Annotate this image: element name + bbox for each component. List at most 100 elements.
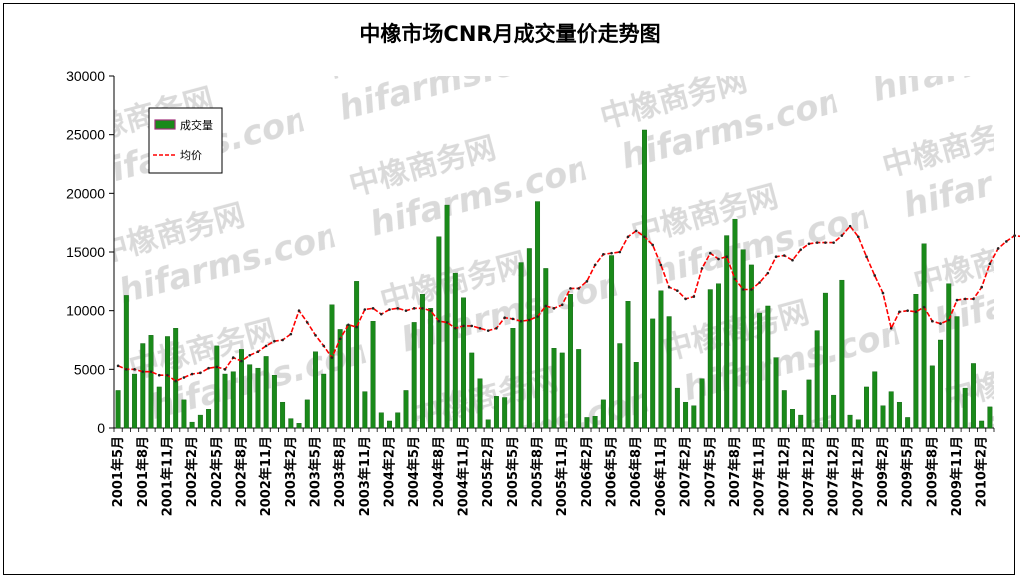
price-point [231,356,235,359]
price-point [758,281,761,284]
bar [888,391,894,429]
x-tick-label: 2007年2月 [678,436,694,507]
y-tick-label: 30000 [66,68,105,84]
price-point [684,297,687,301]
bar [839,279,845,429]
x-tick-label: 2006年8月 [628,436,644,507]
x-tick-label: 2001年8月 [135,436,151,507]
price-point [182,376,186,379]
price-point [593,263,597,267]
bar [921,243,927,429]
bar [403,390,409,429]
x-tick-label: 2005年5月 [505,436,521,507]
price-point [840,234,844,237]
price-point [815,241,819,244]
price-point [157,373,161,377]
bar [206,409,212,429]
price-point [166,373,169,377]
bar [271,375,277,429]
bar [633,362,639,429]
x-tick-label: 2004年8月 [431,436,447,507]
x-tick-label: 2002年8月 [233,436,249,507]
bar [173,328,179,429]
x-tick-label: 2001年11月 [159,436,175,516]
bar [699,378,705,429]
x-tick-label: 2007年12月 [850,436,866,516]
price-point [741,288,745,291]
bar [724,235,730,429]
price-point [733,277,737,281]
price-point [676,289,679,293]
x-tick-label: 2010年2月 [974,436,990,507]
price-point [478,326,482,330]
bar [502,397,508,429]
legend-line-label: 均价 [180,149,202,162]
price-point [116,364,120,368]
bar [296,423,302,429]
bar [666,316,672,429]
price-point [947,318,951,322]
bar [880,405,886,429]
bar [164,336,170,429]
bar [510,328,516,429]
price-point [626,235,630,239]
price-point [569,287,572,290]
bar [526,248,532,429]
bar [321,373,327,429]
bar [370,321,376,429]
bar [913,294,919,429]
bar [477,378,483,429]
bar [239,349,244,429]
price-point [305,321,309,324]
price-point [125,368,128,371]
x-tick-label: 2005年11月 [554,436,570,516]
price-point [519,319,523,323]
x-tick-label: 2007年12月 [826,436,842,516]
bar [773,357,779,429]
bar [411,322,417,429]
bar [609,255,615,429]
price-point [412,307,416,310]
price-point [207,366,210,370]
price-point [1013,234,1016,237]
price-point [774,255,778,258]
bar [345,324,351,429]
bar [551,348,557,429]
bar [559,352,565,429]
price-point [560,303,564,307]
legend: 成交量 均价 [148,107,223,174]
bar [263,356,269,429]
price-point [273,339,276,343]
price-point [281,338,284,342]
bar [354,281,360,429]
price-point [634,229,638,233]
bar [123,295,129,429]
price-point [856,235,860,239]
bar [822,292,828,429]
bar [979,420,985,429]
price-point [659,263,663,267]
bar [461,297,466,429]
x-tick-label: 2007年8月 [727,436,743,507]
x-tick-label: 2003年11月 [357,436,373,516]
x-tick-label: 2005年2月 [480,436,496,507]
price-point [536,315,539,318]
x-tick-label: 2004年2月 [382,436,398,507]
bar [247,364,253,429]
price-point [141,370,145,373]
bar [181,399,187,429]
price-point [371,307,375,310]
price-point [528,318,531,322]
price-point [495,326,498,330]
bar [395,412,401,429]
bar [329,304,335,429]
x-tick-label: 2002年11月 [258,436,274,516]
bar [905,417,911,429]
price-point [708,251,712,255]
bar [436,236,442,429]
x-tick-label: 2007年5月 [702,436,718,507]
price-point [396,307,400,310]
price-point [264,344,268,348]
bar [419,294,425,429]
bar [313,351,318,429]
